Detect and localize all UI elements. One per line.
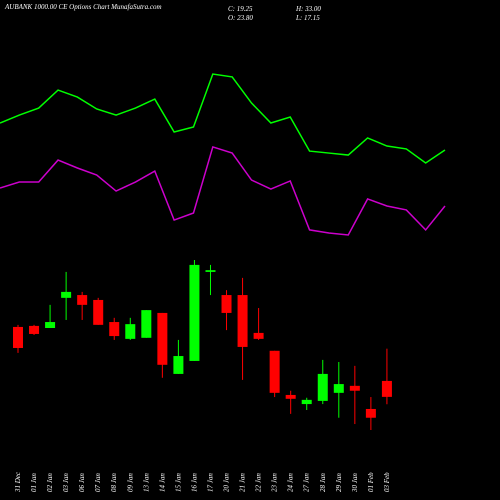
candle-body (77, 295, 88, 305)
x-tick-label: 06 Jan (78, 473, 86, 492)
candle-body (285, 394, 296, 399)
x-tick-label: 09 Jan (126, 473, 134, 492)
candle-body (29, 325, 40, 334)
candle-body (269, 350, 280, 393)
x-tick-label: 13 Jan (142, 473, 150, 492)
x-tick-label: 17 Jan (206, 473, 214, 492)
x-tick-label: 23 Jan (271, 473, 279, 492)
x-tick-label: 16 Jan (190, 473, 198, 492)
x-tick-label: 20 Jan (223, 473, 231, 492)
candle-body (317, 373, 328, 401)
candle-body (141, 310, 152, 338)
x-tick-label: 28 Jan (319, 473, 327, 492)
x-tick-label: 22 Jan (255, 473, 263, 492)
indicator-line (0, 73, 446, 164)
x-tick-label: 01 Feb (367, 472, 375, 492)
stat: H: 33.00 (295, 5, 321, 13)
x-tick-label: 31 Dec (14, 471, 22, 493)
candle-body (381, 380, 392, 397)
candle-body (125, 324, 136, 339)
x-tick-label: 01 Jan (30, 473, 38, 492)
candle-body (157, 312, 168, 365)
candle-body (189, 264, 200, 361)
candle-body (349, 385, 360, 391)
chart-title: AUBANK 1000.00 CE Options Chart MunafaSu… (4, 3, 162, 11)
x-tick-label: 03 Jan (62, 473, 70, 492)
candle-body (221, 295, 232, 313)
x-tick-label: 15 Jan (174, 473, 182, 492)
candle-body (253, 332, 264, 339)
x-tick-label: 21 Jan (239, 473, 247, 492)
stat: C: 19.25 (228, 5, 253, 13)
candle-body (333, 384, 344, 393)
x-tick-label: 30 Jan (351, 473, 359, 493)
x-tick-label: 02 Jan (46, 473, 54, 492)
candle-body (13, 326, 23, 348)
candle-body (173, 356, 184, 374)
indicator-line (0, 145, 446, 236)
candle-body (205, 270, 216, 272)
stat: O: 23.80 (228, 14, 253, 22)
stat: L: 17.15 (295, 14, 320, 22)
candle-body (61, 291, 72, 298)
candle-body (237, 295, 248, 347)
x-tick-label: 24 Jan (287, 473, 295, 492)
x-tick-label: 07 Jan (94, 473, 102, 492)
x-tick-label: 14 Jan (158, 473, 166, 492)
x-tick-label: 29 Jan (335, 473, 343, 492)
candle-body (365, 408, 376, 418)
candle-body (301, 399, 312, 405)
x-tick-label: 03 Feb (383, 472, 391, 492)
candle-body (45, 322, 56, 328)
candle-body (109, 322, 120, 337)
x-tick-label: 27 Jan (303, 473, 311, 492)
candle-body (93, 299, 104, 325)
x-tick-label: 08 Jan (110, 473, 118, 492)
